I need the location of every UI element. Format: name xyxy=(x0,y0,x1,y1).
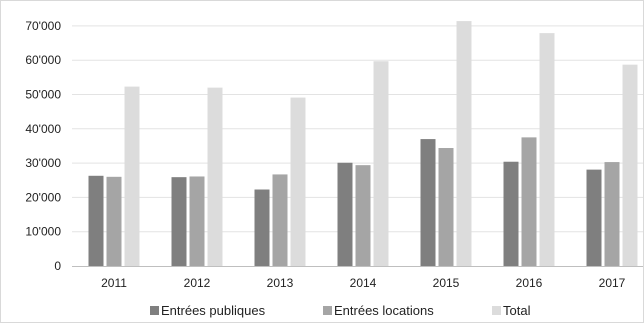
legend-label: Entrées publiques xyxy=(161,303,266,318)
y-axis-tick-labels: 0 10'000 20'000 30'000 40'000 50'000 60'000 70'… xyxy=(25,19,61,273)
bar-entr-es-publiques-2014 xyxy=(337,162,353,266)
bar-total-2012 xyxy=(207,87,223,266)
y-tick-label: 50'000 xyxy=(25,88,61,102)
bar-entr-es-locations-2017 xyxy=(604,162,620,266)
bar-entr-es-locations-2013 xyxy=(272,174,288,266)
bar-total-2013 xyxy=(290,97,306,266)
legend-swatch xyxy=(323,306,332,315)
legend-item: Entrées locations xyxy=(323,303,434,318)
x-tick-label: 2015 xyxy=(433,276,460,290)
bar-entr-es-publiques-2015 xyxy=(420,139,436,266)
bar-total-2014 xyxy=(373,61,389,266)
y-tick-label: 60'000 xyxy=(25,53,61,67)
bar-entr-es-locations-2015 xyxy=(438,148,454,266)
legend-item: Total xyxy=(492,303,531,318)
legend-item: Entrées publiques xyxy=(150,303,266,318)
x-tick-label: 2017 xyxy=(599,276,626,290)
bar-entr-es-publiques-2017 xyxy=(586,169,602,266)
y-tick-label: 30'000 xyxy=(25,156,61,170)
bar-entr-es-publiques-2016 xyxy=(503,161,519,266)
bar-entr-es-locations-2014 xyxy=(355,165,371,266)
y-tick-label: 0 xyxy=(54,259,61,273)
bar-total-2011 xyxy=(124,86,140,267)
bar-entr-es-locations-2011 xyxy=(106,176,122,266)
y-tick-label: 10'000 xyxy=(25,225,61,239)
legend-label: Entrées locations xyxy=(334,303,434,318)
bar-total-2017 xyxy=(622,64,638,266)
bar-entr-es-publiques-2011 xyxy=(88,175,104,266)
x-tick-label: 2012 xyxy=(184,276,211,290)
y-tick-label: 70'000 xyxy=(25,19,61,33)
x-axis-tick-labels: 2011 2012 2013 2014 2015 2016 2017 xyxy=(101,276,626,290)
bar-total-2015 xyxy=(456,21,472,267)
bars xyxy=(88,21,638,267)
bar-entr-es-locations-2012 xyxy=(189,176,205,266)
x-tick-label: 2013 xyxy=(267,276,294,290)
bar-entr-es-publiques-2013 xyxy=(254,189,270,266)
x-tick-label: 2016 xyxy=(516,276,543,290)
legend-label: Total xyxy=(503,303,531,318)
bar-entr-es-locations-2016 xyxy=(521,137,537,266)
x-tick-label: 2011 xyxy=(101,276,127,290)
y-tick-label: 20'000 xyxy=(25,190,61,204)
legend-swatch xyxy=(492,306,501,315)
y-tick-label: 40'000 xyxy=(25,122,61,136)
bar-entr-es-publiques-2012 xyxy=(171,177,187,266)
bar-total-2016 xyxy=(539,33,555,267)
legend-swatch xyxy=(150,306,159,315)
x-tick-label: 2014 xyxy=(350,276,377,290)
legend: Entrées publiques Entrées locations Total xyxy=(150,303,531,318)
